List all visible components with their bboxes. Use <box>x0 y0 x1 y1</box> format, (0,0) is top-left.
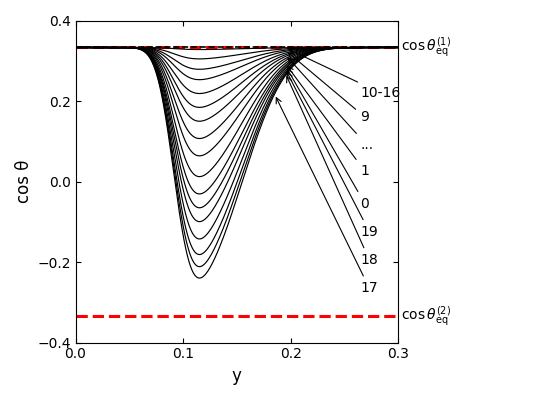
Text: 10-16: 10-16 <box>289 49 401 100</box>
Text: 19: 19 <box>287 72 378 239</box>
Text: $\cos\theta_{\rm eq}^{(1)}$: $\cos\theta_{\rm eq}^{(1)}$ <box>402 36 452 59</box>
Text: $\cos\theta_{\rm eq}^{(2)}$: $\cos\theta_{\rm eq}^{(2)}$ <box>402 304 452 328</box>
Text: 18: 18 <box>287 77 378 267</box>
Text: 1: 1 <box>288 67 370 178</box>
Text: 17: 17 <box>276 98 378 295</box>
Y-axis label: cos θ: cos θ <box>15 160 33 203</box>
Text: 0: 0 <box>287 69 369 211</box>
Text: 9: 9 <box>288 53 370 124</box>
Text: ...: ... <box>288 58 373 152</box>
X-axis label: y: y <box>232 367 242 385</box>
